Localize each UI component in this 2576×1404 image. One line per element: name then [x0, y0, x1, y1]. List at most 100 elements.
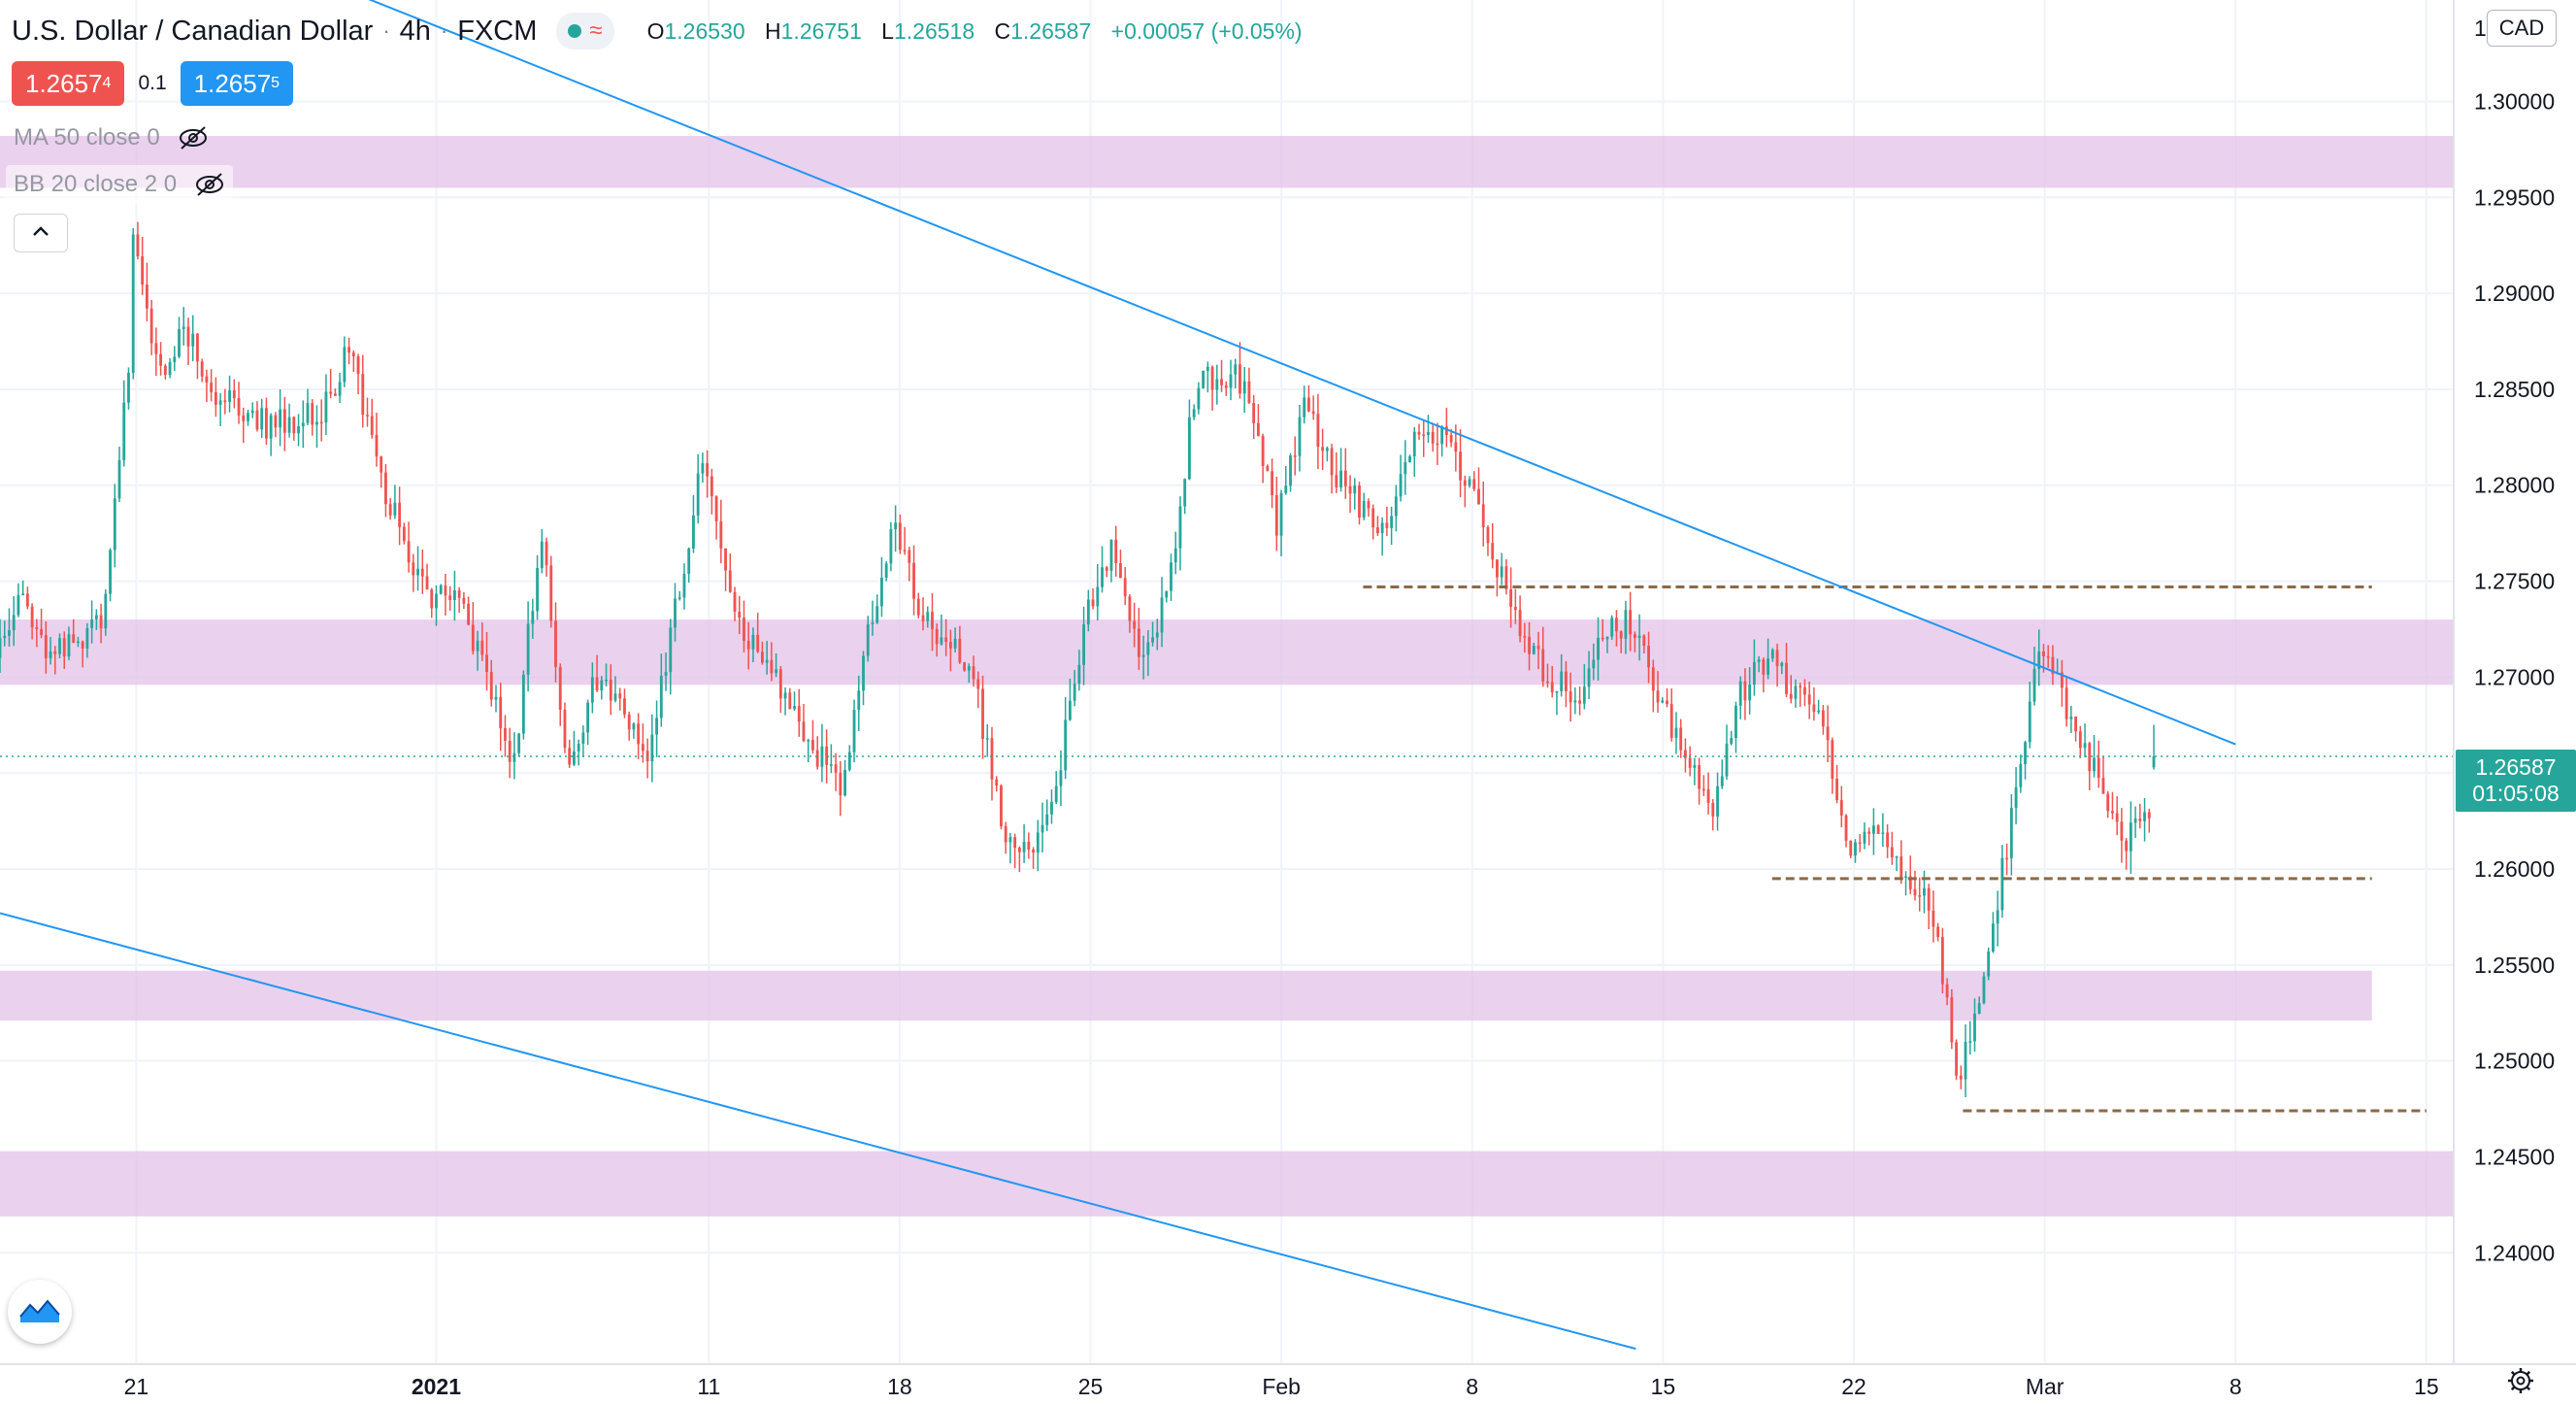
candle-body — [269, 415, 273, 439]
candle-body — [733, 591, 737, 613]
candle-body — [1973, 1013, 1976, 1042]
low-label: L — [881, 17, 894, 44]
candle-body — [953, 638, 957, 649]
currency-badge[interactable]: CAD — [2487, 10, 2557, 47]
indicator-bb[interactable]: BB 20 close 2 0 — [6, 165, 234, 204]
buy-price-button[interactable]: 1.2657 5 — [180, 61, 294, 106]
settings-gear-button[interactable] — [2501, 1363, 2540, 1402]
candle-body — [1518, 610, 1522, 637]
candle-body — [1858, 842, 1862, 845]
candle-body — [1353, 485, 1357, 494]
price-scale[interactable]: 1.24000 1.24500 1.25000 1.25500 1.26000 1.265… — [2474, 16, 2555, 1265]
candle-body — [1348, 485, 1352, 494]
candle-body — [1027, 842, 1031, 851]
candle-body — [1738, 681, 1742, 706]
candle-body — [35, 627, 39, 629]
candle-body — [1633, 634, 1636, 639]
candle-body — [623, 698, 626, 715]
candle-body — [802, 721, 806, 742]
candle-body — [531, 611, 535, 624]
market-status-pill[interactable]: ≈ — [556, 13, 614, 50]
price-zone[interactable] — [0, 136, 2454, 188]
candle-body — [1794, 685, 1798, 699]
candle-body — [605, 679, 608, 682]
candle-body — [210, 383, 214, 392]
sell-price-button[interactable]: 1.2657 4 — [12, 61, 125, 106]
candle-body — [17, 595, 20, 616]
time-tick-label: 8 — [2229, 1374, 2242, 1399]
candle-body — [1871, 825, 1875, 834]
interval-label[interactable]: 4h — [399, 15, 431, 47]
candle-body — [508, 740, 512, 762]
tradingview-logo-button[interactable] — [8, 1280, 72, 1344]
candle-body — [1835, 779, 1838, 801]
candle-body — [2147, 812, 2151, 819]
candle-body — [122, 402, 126, 460]
price-tick-label: 1.24500 — [2474, 1144, 2555, 1169]
price-tick-label: 1.25500 — [2474, 953, 2555, 978]
candle-body — [1605, 636, 1609, 640]
price-zone[interactable] — [0, 970, 2372, 1021]
trendline[interactable] — [0, 912, 1636, 1351]
candle-body — [1592, 659, 1596, 669]
price-tick-label: 1.30000 — [2474, 88, 2555, 114]
candle-body — [2083, 743, 2087, 749]
exchange-label[interactable]: FXCM — [457, 15, 538, 47]
candle-body — [1500, 566, 1503, 578]
price-zone[interactable] — [0, 1151, 2454, 1217]
candle-body — [1050, 801, 1053, 815]
indicator-ma[interactable]: MA 50 close 0 — [6, 118, 216, 157]
candle-body — [393, 502, 397, 516]
trendline[interactable] — [0, 0, 2236, 746]
candle-body — [205, 376, 209, 384]
candle-body — [416, 568, 419, 576]
candle-body — [756, 634, 760, 652]
candle-body — [2125, 840, 2129, 852]
candle-body — [1669, 704, 1673, 738]
candle-body — [301, 422, 305, 427]
candle-body — [1339, 470, 1342, 487]
candle-body — [1045, 814, 1049, 825]
candle-body — [430, 589, 434, 609]
candle-body — [1587, 668, 1591, 687]
candle-body — [1160, 597, 1164, 633]
collapse-legend-button[interactable] — [14, 214, 68, 252]
candle-body — [1151, 637, 1154, 643]
candle-body — [333, 393, 337, 396]
hidden-eye-icon[interactable] — [178, 125, 209, 150]
candle-body — [1210, 366, 1214, 390]
candle-body — [857, 690, 861, 711]
price-zone[interactable] — [0, 619, 2454, 685]
candle-body — [1220, 379, 1223, 385]
indicator-bb-label: BB 20 close 2 0 — [14, 171, 178, 197]
hidden-eye-icon[interactable] — [194, 172, 225, 197]
candle-body — [1004, 826, 1007, 843]
candle-body — [1274, 495, 1278, 536]
candle-body — [347, 347, 351, 353]
candle-body — [131, 234, 135, 373]
candle-body — [1982, 976, 1986, 1004]
candle-body — [1706, 788, 1710, 803]
candle-body — [517, 733, 521, 753]
candle-body — [1780, 662, 1784, 667]
candle-body — [600, 680, 604, 691]
candle-body — [1661, 700, 1665, 703]
candle-body — [1215, 379, 1219, 390]
time-scale[interactable]: 21 2021 11 18 25 Feb 8 15 22 Mar 8 15 — [124, 1374, 2439, 1399]
candle-body — [1367, 501, 1371, 509]
change-value: +0.00057 (+0.05%) — [1110, 17, 1303, 44]
candle-body — [1789, 693, 1793, 699]
candle-body — [375, 434, 379, 457]
candle-body — [420, 568, 424, 577]
last-price-value: 1.26587 — [2475, 754, 2557, 780]
symbol-name[interactable]: U.S. Dollar / Canadian Dollar — [12, 15, 374, 47]
candle-body — [1550, 682, 1554, 693]
candle-body — [361, 374, 365, 416]
candle-body — [1977, 1003, 1981, 1014]
candle-body — [1128, 596, 1132, 621]
candle-body — [242, 415, 246, 421]
candle-body — [834, 764, 838, 773]
candle-body — [976, 679, 980, 689]
candle-body — [677, 597, 681, 599]
